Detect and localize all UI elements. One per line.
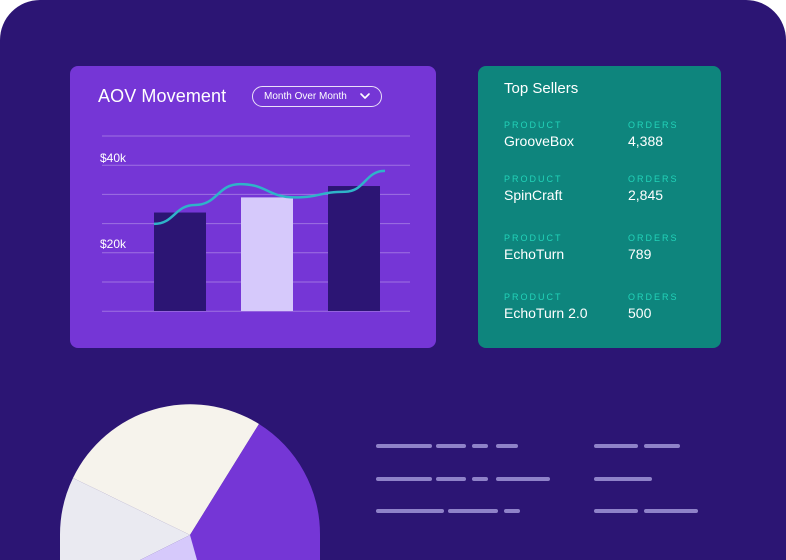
product-label: PRODUCT — [504, 292, 563, 302]
product-name: SpinCraft — [504, 187, 563, 203]
product-label: PRODUCT — [504, 233, 563, 243]
period-select[interactable]: Month Over Month — [252, 86, 382, 107]
period-select-label: Month Over Month — [264, 91, 347, 102]
placeholder-text-lines — [376, 444, 698, 513]
seller-row[interactable]: PRODUCT ORDERS GrooveBox 4,388 — [478, 120, 721, 160]
product-name: EchoTurn 2.0 — [504, 305, 588, 321]
product-name: GrooveBox — [504, 133, 575, 149]
pie-slice-lavender — [140, 535, 197, 560]
aov-title: AOV Movement — [98, 86, 227, 106]
top-sellers-card: Top Sellers PRODUCT ORDERS GrooveBox 4,3… — [478, 66, 721, 348]
bar-1 — [154, 212, 206, 311]
orders-label: ORDERS — [628, 233, 679, 243]
pie-slice-gray — [59, 478, 190, 560]
seller-row[interactable]: PRODUCT ORDERS SpinCraft 2,845 — [478, 174, 721, 214]
aov-movement-card: $40k $20k AOV Movement Month Over Month — [70, 66, 436, 348]
aov-chart: $40k $20k — [100, 135, 410, 312]
product-name: EchoTurn — [504, 246, 565, 262]
trend-line — [153, 169, 386, 226]
chevron-down-icon — [360, 93, 370, 99]
orders-label: ORDERS — [628, 120, 679, 130]
top-sellers-title: Top Sellers — [504, 80, 579, 97]
orders-count: 500 — [628, 305, 652, 321]
orders-count: 2,845 — [628, 187, 664, 203]
seller-row[interactable]: PRODUCT ORDERS EchoTurn 789 — [478, 233, 721, 273]
orders-count: 789 — [628, 246, 652, 262]
orders-count: 4,388 — [628, 133, 664, 149]
product-label: PRODUCT — [504, 174, 563, 184]
bar-2 — [241, 197, 293, 311]
orders-label: ORDERS — [628, 174, 679, 184]
seller-row[interactable]: PRODUCT ORDERS EchoTurn 2.0 500 — [478, 292, 721, 332]
pie-chart — [59, 404, 321, 560]
pie-slice-cream — [73, 404, 259, 535]
product-label: PRODUCT — [504, 120, 563, 130]
bar-3 — [328, 186, 380, 311]
y-tick-40k: $40k — [100, 151, 127, 165]
orders-label: ORDERS — [628, 292, 679, 302]
pie-slice-purple — [160, 424, 321, 560]
y-tick-20k: $20k — [100, 237, 127, 251]
